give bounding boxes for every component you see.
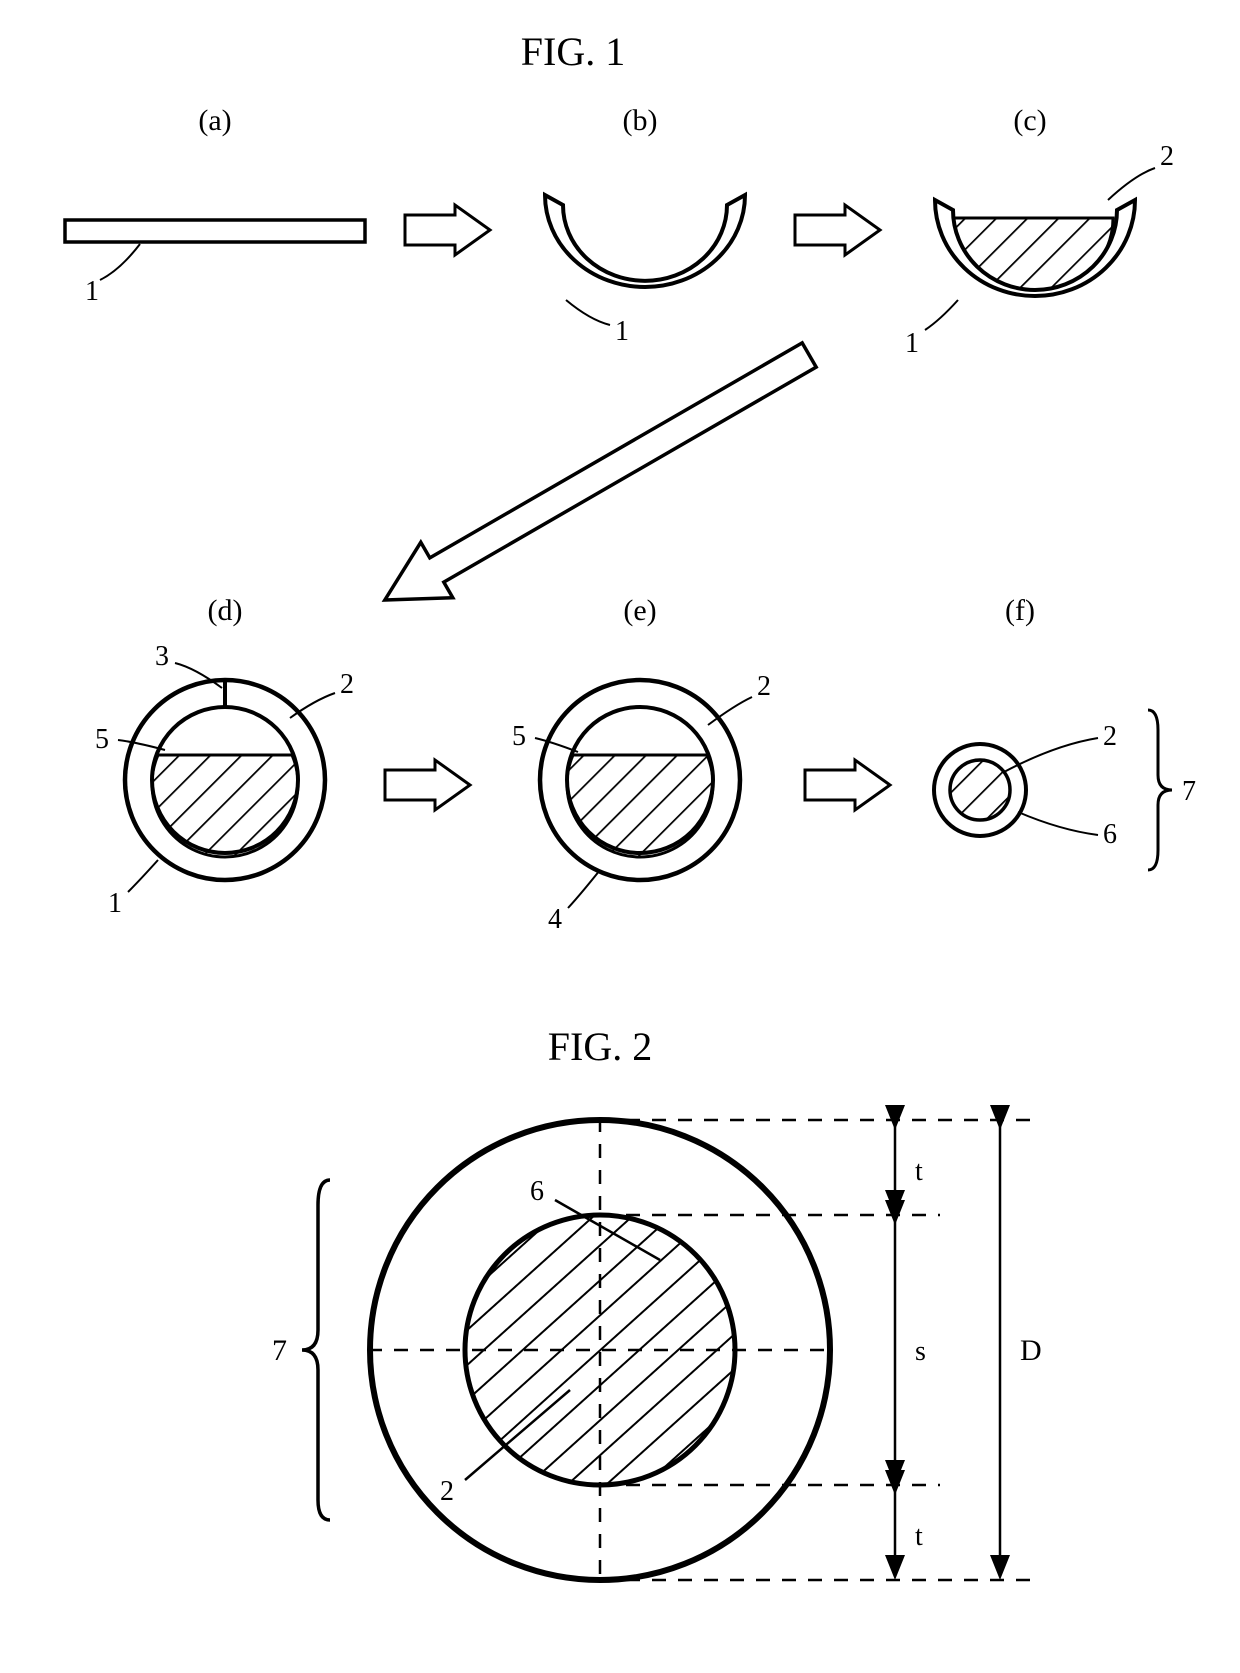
fig1-c-ref1: 1 [905,328,919,359]
fig1-c-ref2: 2 [1160,141,1174,172]
fig1-f-ref2: 2 [1103,721,1117,752]
fig1-label-e: (e) [623,594,656,627]
fig1-e-ref4: 4 [548,904,562,935]
fig1-b-ref1: 1 [615,316,629,347]
fig2-diagram: t s t D 6 2 7 [272,1118,1042,1582]
fig1-d-ref1: 1 [108,888,122,919]
fig2-dim-t-top: t [915,1156,923,1187]
arrow-e-f [805,760,890,810]
fig1-e-ref5: 5 [512,721,526,752]
arrow-b-c [795,205,880,255]
fig1-title: FIG. 1 [521,29,625,74]
fig1-label-a: (a) [198,104,231,137]
fig1-label-b: (b) [623,104,658,137]
arrow-c-d [369,327,825,627]
fig2-title: FIG. 2 [548,1024,652,1069]
fig1-a-ref1: 1 [85,276,99,307]
fig1-label-c: (c) [1013,104,1046,137]
fig2-ref2: 2 [440,1476,454,1507]
fig2-dim-s: s [915,1336,926,1367]
fig1-f-ref7: 7 [1182,776,1196,807]
fig2-dim-D: D [1020,1334,1042,1367]
fig1-f-ref6: 6 [1103,819,1117,850]
fig2-ref6: 6 [530,1176,544,1207]
arrow-d-e [385,760,470,810]
fig1-e-ref2: 2 [757,671,771,702]
fig1-panel-d: 3 2 5 1 [95,641,354,919]
fig1-d-ref2: 2 [340,669,354,700]
fig2-ref7: 7 [272,1334,287,1367]
arrow-a-b [405,205,490,255]
fig1-label-d: (d) [208,594,243,627]
fig1-panel-f: 2 6 7 [934,710,1196,870]
fig1-panel-b: 1 [545,195,745,347]
fig1-panel-e: 2 5 4 [512,671,771,935]
figures-svg: FIG. 1 (a) (b) (c) 1 1 2 1 [0,0,1240,1673]
fig1-d-ref5: 5 [95,724,109,755]
fig2-dim-t-bot: t [915,1521,923,1552]
page: FIG. 1 (a) (b) (c) 1 1 2 1 [0,0,1240,1673]
fig1-d-ref3: 3 [155,641,169,672]
fig1-panel-c: 2 1 [905,141,1174,359]
fig1-label-f: (f) [1005,594,1035,627]
fig1-panel-a: 1 [65,220,365,307]
